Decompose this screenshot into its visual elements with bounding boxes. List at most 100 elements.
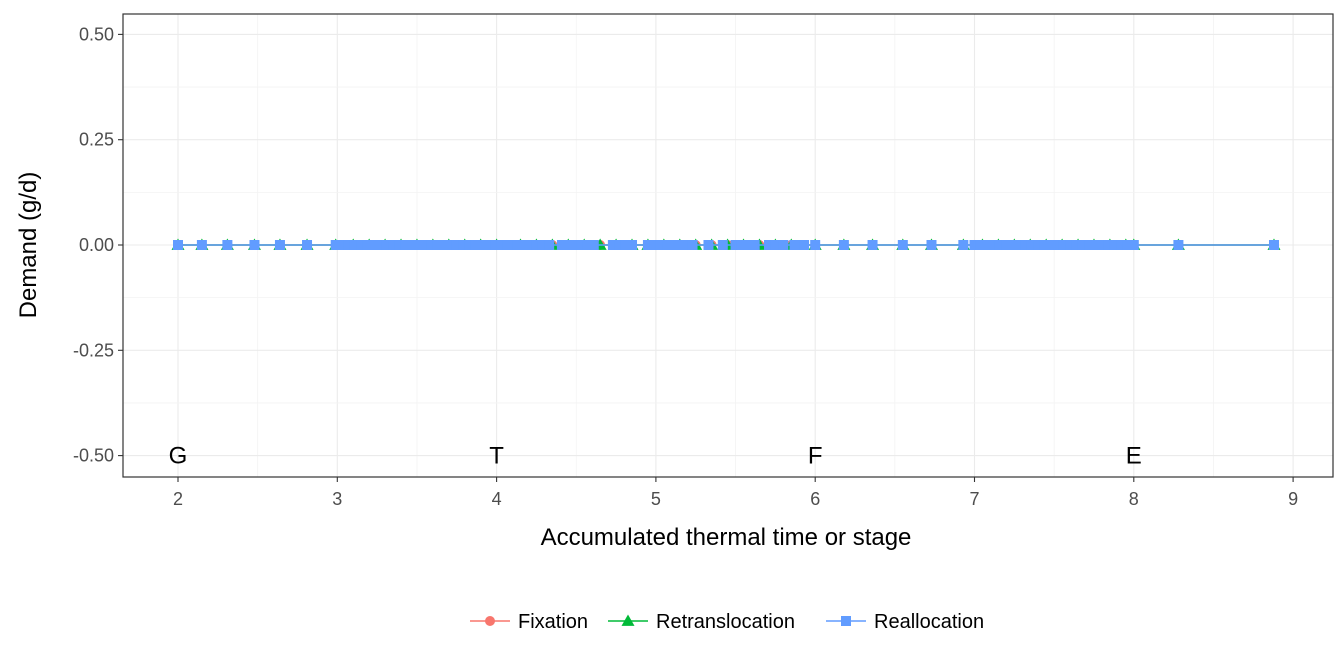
data-point-reallocation (477, 240, 488, 250)
data-point-reallocation (1007, 240, 1018, 250)
data-point-reallocation (518, 240, 529, 250)
legend-item-retranslocation: Retranslocation (608, 611, 795, 633)
data-point-reallocation (196, 240, 207, 250)
data-point-reallocation (668, 240, 679, 250)
data-point-reallocation (1109, 240, 1120, 250)
data-point-reallocation (394, 240, 405, 250)
data-point-reallocation (588, 240, 599, 250)
data-point-reallocation (730, 240, 741, 250)
legend-item-fixation: Fixation (470, 611, 588, 633)
x-tick-label: 2 (173, 489, 183, 509)
legend-label-fixation: Fixation (518, 611, 588, 633)
data-point-reallocation (439, 240, 450, 250)
data-point-reallocation (770, 240, 781, 250)
data-point-reallocation (1071, 240, 1082, 250)
data-point-reallocation (736, 240, 747, 250)
data-point-reallocation (330, 240, 341, 250)
data-point-reallocation (655, 240, 666, 250)
data-point-reallocation (413, 240, 424, 250)
data-point-reallocation (419, 240, 430, 250)
data-point-reallocation (867, 240, 878, 250)
y-tick-label: 0.00 (79, 235, 114, 255)
data-point-reallocation (337, 240, 348, 250)
data-point-reallocation (687, 240, 698, 250)
data-point-reallocation (381, 240, 392, 250)
data-point-reallocation (531, 240, 542, 250)
data-point-reallocation (749, 240, 760, 250)
data-point-reallocation (569, 240, 580, 250)
data-point-reallocation (274, 240, 285, 250)
data-point-reallocation (388, 240, 399, 250)
data-point-reallocation (649, 240, 660, 250)
stage-label-f: F (808, 443, 823, 470)
stage-label-e: E (1126, 443, 1142, 470)
data-point-reallocation (362, 240, 373, 250)
y-tick-label: 0.50 (79, 24, 114, 44)
x-tick-label: 5 (651, 489, 661, 509)
data-point-reallocation (975, 240, 986, 250)
data-point-reallocation (222, 240, 233, 250)
data-point-reallocation (1039, 240, 1050, 250)
data-point-reallocation (502, 240, 513, 250)
data-point-reallocation (1084, 240, 1095, 250)
data-point-reallocation (982, 240, 993, 250)
data-point-reallocation (994, 240, 1005, 250)
x-axis-title: Accumulated thermal time or stage (541, 524, 912, 551)
data-point-reallocation (1103, 240, 1114, 250)
x-tick-label: 9 (1288, 489, 1298, 509)
data-point-reallocation (1077, 240, 1088, 250)
data-point-reallocation (1065, 240, 1076, 250)
data-point-reallocation (1116, 240, 1127, 250)
data-point-reallocation (368, 240, 379, 250)
x-tick-label: 4 (492, 489, 502, 509)
data-point-reallocation (426, 240, 437, 250)
data-point-reallocation (988, 240, 999, 250)
data-point-reallocation (1014, 240, 1025, 250)
data-point-reallocation (607, 240, 618, 250)
data-point-reallocation (1045, 240, 1056, 250)
legend-key-marker (621, 614, 635, 626)
data-point-reallocation (302, 240, 313, 250)
data-point-reallocation (173, 240, 183, 250)
data-point-reallocation (544, 240, 555, 250)
data-point-reallocation (445, 240, 456, 250)
data-point-reallocation (778, 240, 789, 250)
data-point-reallocation (496, 240, 507, 250)
data-point-reallocation (642, 240, 653, 250)
data-point-reallocation (789, 240, 800, 250)
data-point-reallocation (969, 240, 980, 250)
data-point-reallocation (512, 240, 523, 250)
stage-label-t: T (489, 443, 504, 470)
data-point-reallocation (717, 240, 728, 250)
data-point-reallocation (470, 240, 481, 250)
data-point-reallocation (926, 240, 937, 250)
data-point-reallocation (1173, 240, 1184, 250)
data-point-reallocation (582, 240, 593, 250)
data-point-reallocation (1058, 240, 1069, 250)
data-point-reallocation (375, 240, 386, 250)
data-point-reallocation (799, 240, 810, 250)
data-point-reallocation (627, 240, 638, 250)
y-axis-title: Demand (g/d) (15, 172, 42, 319)
data-point-reallocation (1001, 240, 1012, 250)
data-point-reallocation (1026, 240, 1037, 250)
data-point-reallocation (356, 240, 367, 250)
data-point-reallocation (764, 240, 775, 250)
data-point-reallocation (897, 240, 908, 250)
data-point-reallocation (576, 240, 587, 250)
data-point-reallocation (464, 240, 475, 250)
series-layer (171, 238, 1281, 250)
data-point-reallocation (483, 240, 494, 250)
legend: Fixation Retranslocation Reallocation (470, 611, 984, 633)
data-point-reallocation (451, 240, 462, 250)
data-point-reallocation (743, 240, 754, 250)
data-point-reallocation (1052, 240, 1063, 250)
x-tick-label: 8 (1129, 489, 1139, 509)
data-point-reallocation (1122, 240, 1133, 250)
data-point-reallocation (958, 240, 969, 250)
data-point-reallocation (407, 240, 418, 250)
data-point-reallocation (810, 240, 821, 250)
legend-key-marker (841, 616, 851, 626)
data-point-reallocation (349, 240, 360, 250)
x-tick-label: 7 (969, 489, 979, 509)
